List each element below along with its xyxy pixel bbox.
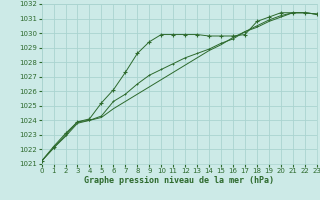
X-axis label: Graphe pression niveau de la mer (hPa): Graphe pression niveau de la mer (hPa) xyxy=(84,176,274,185)
